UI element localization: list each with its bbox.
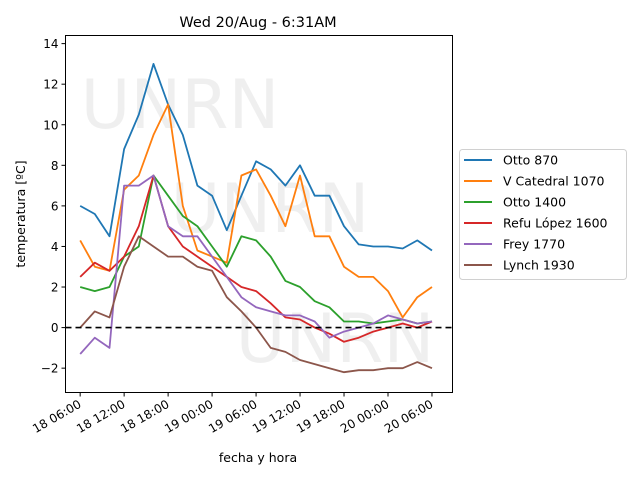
- legend-label: Otto 870: [503, 153, 558, 168]
- x-axis-label: fecha y hora: [219, 450, 297, 465]
- legend-label: V Catedral 1070: [503, 174, 605, 189]
- y-axis-label: temperatura [ºC]: [13, 160, 28, 267]
- y-tick-label: 0: [51, 321, 59, 335]
- legend-item: Otto 1400: [464, 195, 566, 210]
- y-tick-label: 6: [51, 199, 59, 213]
- plot-frame: [65, 35, 453, 393]
- y-tick-label: 2: [51, 281, 59, 295]
- y-tick-label: 4: [51, 240, 59, 254]
- y-tick-label: 10: [43, 118, 58, 132]
- legend-item: Frey 1770: [464, 237, 565, 252]
- legend-item: Otto 870: [464, 153, 558, 168]
- legend-label: Refu López 1600: [503, 216, 608, 231]
- watermark-text: UNRN: [81, 66, 280, 145]
- chart-title: Wed 20/Aug - 6:31AM: [179, 15, 336, 31]
- legend-item: Refu López 1600: [464, 216, 608, 231]
- series-line-refu-l-pez-1600: [79, 174, 433, 343]
- legend-label: Frey 1770: [503, 237, 565, 252]
- y-tick-label: 12: [43, 78, 58, 92]
- legend-label: Lynch 1930: [503, 258, 575, 273]
- y-tick-label: 14: [43, 37, 58, 51]
- y-tick-label: 8: [51, 159, 59, 173]
- y-axis-ticks: −2 0 2 4 6 8 10 12 14: [41, 37, 66, 376]
- legend: Otto 870 V Catedral 1070 Otto 1400 Refu Lóp…: [459, 149, 627, 280]
- watermark-text: UNRN: [171, 170, 370, 249]
- legend-item: V Catedral 1070: [464, 174, 605, 189]
- y-tick-label: −2: [41, 362, 59, 376]
- legend-item: Lynch 1930: [464, 258, 575, 273]
- series-line-otto-870: [79, 63, 433, 252]
- series-line-frey-1770: [79, 174, 433, 355]
- legend-label: Otto 1400: [503, 195, 566, 210]
- series-line-v-catedral-1070: [79, 103, 433, 319]
